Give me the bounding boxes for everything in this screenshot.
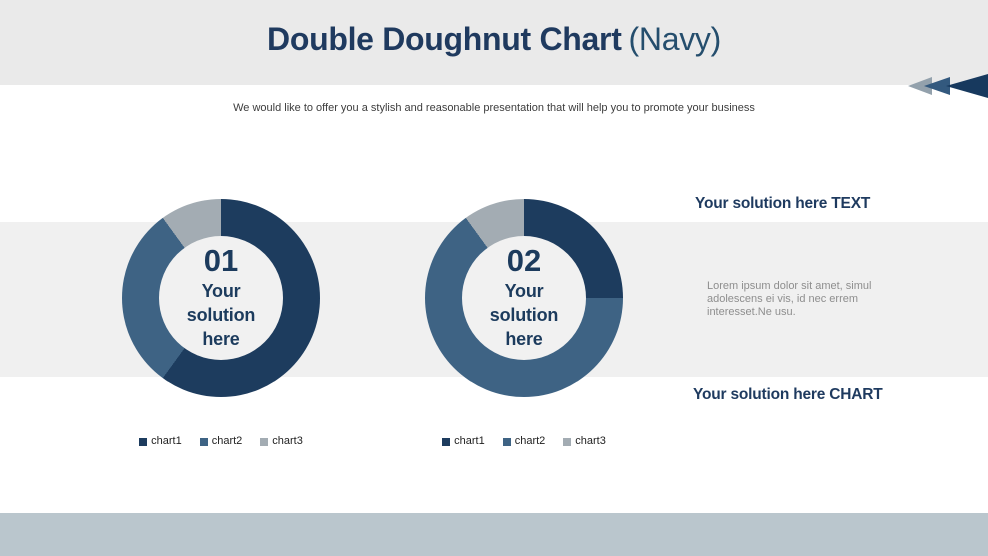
slide-header xyxy=(0,0,988,85)
chart-center-label: Your solution here xyxy=(186,280,256,350)
doughnut-center-2: 02 Your solution here xyxy=(462,236,586,360)
legend-label: chart1 xyxy=(151,435,182,447)
footer-bar xyxy=(0,513,988,556)
legend-item: chart3 xyxy=(563,436,606,447)
legend-label: chart2 xyxy=(211,435,243,447)
legend-swatch-icon xyxy=(199,437,208,446)
legend-swatch-icon xyxy=(502,437,511,446)
right-chart-heading: Your solution here CHART xyxy=(693,386,883,403)
legend-item: chart1 xyxy=(139,436,182,447)
doughnut-center-1: 01 Your solution here xyxy=(159,236,283,360)
legend-label: chart2 xyxy=(514,435,546,447)
legend-swatch-icon xyxy=(563,437,572,446)
subtitle: We would like to offer you a stylish and… xyxy=(233,102,755,114)
legend-label: chart3 xyxy=(272,435,303,447)
chart-center-label: Your solution here xyxy=(489,280,559,350)
chart-legend-2: chart1 chart2 chart3 xyxy=(425,436,623,447)
legend-label: chart1 xyxy=(454,435,485,447)
title-main: Double Doughnut Chart xyxy=(267,21,622,57)
chart-number: 01 xyxy=(203,242,239,278)
legend-item: chart3 xyxy=(260,436,303,447)
doughnut-chart-1: 01 Your solution here xyxy=(122,199,320,397)
page-title: Double Doughnut Chart (Navy) xyxy=(0,20,988,58)
legend-item: chart2 xyxy=(199,435,243,447)
doughnut-chart-2: 02 Your solution here xyxy=(425,199,623,397)
right-body-text: Lorem ipsum dolor sit amet, simul adoles… xyxy=(707,280,872,318)
chart-number: 02 xyxy=(506,242,542,278)
legend-swatch-icon xyxy=(260,437,269,446)
right-text-heading: Your solution here TEXT xyxy=(695,195,871,212)
chart-legend-1: chart1 chart2 chart3 xyxy=(122,436,320,447)
back-arrow-icon-navy[interactable] xyxy=(946,74,988,98)
legend-label: chart3 xyxy=(575,435,606,447)
legend-item: chart1 xyxy=(442,436,485,447)
back-arrow-icon-blue[interactable] xyxy=(924,77,950,95)
title-suffix: (Navy) xyxy=(628,21,722,57)
legend-item: chart2 xyxy=(502,435,546,447)
legend-swatch-icon xyxy=(442,437,451,446)
legend-swatch-icon xyxy=(139,437,148,446)
